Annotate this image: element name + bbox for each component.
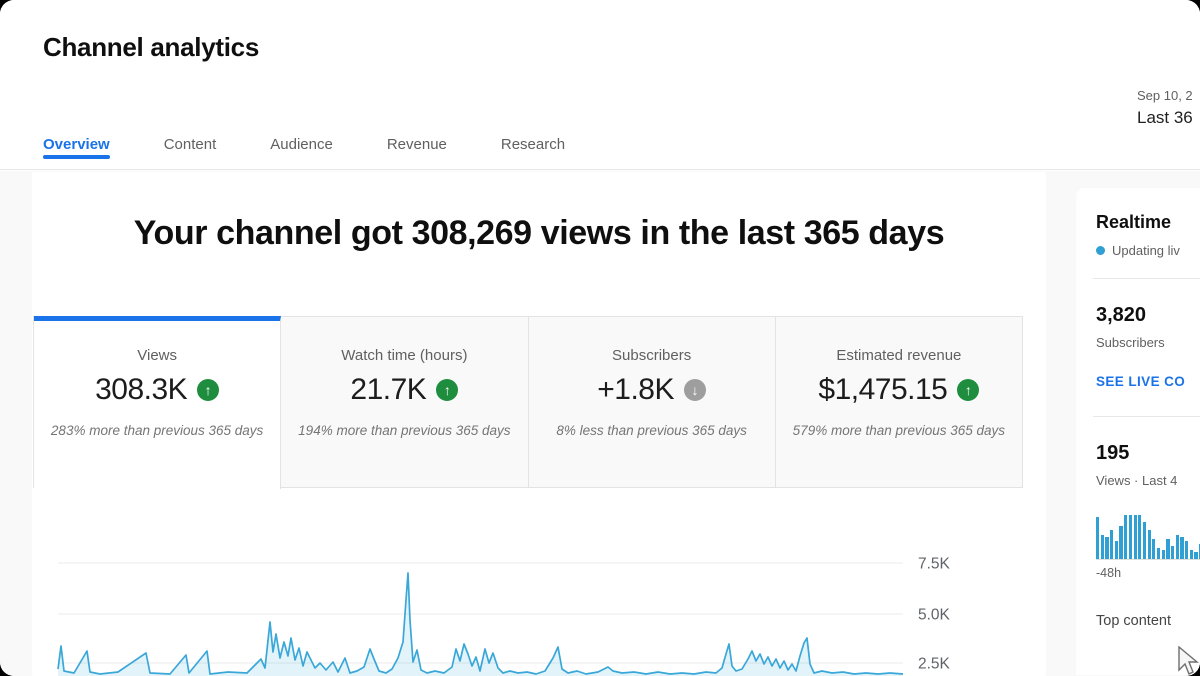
realtime-axis-label: -48h	[1096, 566, 1122, 580]
metric-card-revenue[interactable]: Estimated revenue $1,475.15 ↑ 579% more …	[775, 316, 1023, 487]
realtime-views-label: Views · Last 4	[1096, 473, 1178, 488]
live-dot-icon	[1096, 246, 1105, 255]
tab-revenue[interactable]: Revenue	[386, 136, 447, 153]
realtime-bar	[1156, 548, 1161, 559]
realtime-bar	[1133, 515, 1137, 559]
see-live-count-link[interactable]: SEE LIVE CO	[1096, 374, 1186, 389]
divider	[1093, 278, 1200, 279]
overview-card: Your channel got 308,269 views in the la…	[32, 172, 1046, 676]
tab-audience[interactable]: Audience	[270, 136, 333, 153]
svg-text:5.0K: 5.0K	[918, 607, 951, 624]
views-line-chart-svg: 7.5K 5.0K 2.5K	[57, 556, 951, 676]
date-range-picker[interactable]: Sep 10, 2 Last 36	[1137, 88, 1193, 128]
trend-up-icon: ↑	[197, 379, 220, 401]
realtime-bar	[1096, 517, 1100, 559]
summary-headline: Your channel got 308,269 views in the la…	[133, 214, 945, 252]
realtime-bar	[1171, 546, 1175, 559]
tab-content[interactable]: Content	[163, 136, 217, 153]
realtime-live-status: Updating liv	[1096, 243, 1200, 258]
metric-delta: 8% less than previous 365 days	[556, 423, 747, 438]
realtime-bar	[1105, 537, 1109, 559]
trend-down-icon: ↓	[683, 379, 706, 401]
metric-label: Subscribers	[612, 347, 692, 364]
realtime-subscribers-count: 3,820	[1096, 304, 1147, 326]
tab-overview[interactable]: Overview	[43, 136, 110, 169]
realtime-bar	[1114, 541, 1118, 559]
realtime-bar	[1152, 539, 1156, 559]
metric-delta: 579% more than previous 365 days	[792, 423, 1006, 438]
realtime-panel: Realtime Updating liv 3,820 Subscribers …	[1076, 188, 1200, 675]
svg-text:7.5K: 7.5K	[918, 556, 951, 573]
page-title: Channel analytics	[43, 32, 259, 62]
mouse-cursor-icon	[1178, 646, 1199, 675]
metric-card-views[interactable]: Views 308.3K ↑ 283% more than previous 3…	[34, 316, 282, 489]
svg-text:2.5K: 2.5K	[918, 656, 951, 673]
metric-delta: 283% more than previous 365 days	[50, 423, 264, 438]
date-range-dates: Sep 10, 2	[1137, 88, 1193, 103]
trend-up-icon: ↑	[436, 379, 459, 401]
realtime-bar	[1147, 530, 1151, 559]
realtime-views-count: 195	[1096, 442, 1130, 464]
metric-delta: 194% more than previous 365 days	[298, 423, 511, 438]
top-content-label: Top content	[1096, 613, 1171, 629]
divider	[1093, 416, 1200, 417]
realtime-subscribers-label: Subscribers	[1096, 335, 1165, 350]
metric-value: +1.8K	[597, 373, 674, 406]
realtime-bar	[1138, 515, 1142, 559]
realtime-bar	[1189, 550, 1193, 559]
realtime-bar	[1142, 522, 1147, 559]
realtime-bar	[1100, 535, 1104, 559]
metric-label: Watch time (hours)	[341, 347, 468, 364]
trend-up-icon: ↑	[957, 379, 980, 401]
realtime-bar	[1166, 539, 1170, 559]
realtime-bar	[1128, 515, 1132, 559]
content-background: Your channel got 308,269 views in the la…	[0, 171, 1200, 676]
realtime-title: Realtime	[1096, 212, 1172, 232]
metric-card-subscribers[interactable]: Subscribers +1.8K ↓ 8% less than previou…	[528, 316, 776, 487]
analytics-tabs: Overview Content Audience Revenue Resear…	[43, 136, 565, 169]
live-status-text: Updating liv	[1112, 243, 1180, 258]
views-line-chart: 7.5K 5.0K 2.5K	[32, 488, 1046, 676]
realtime-bar	[1110, 530, 1114, 559]
metric-value: $1,475.15	[818, 373, 948, 406]
realtime-bar	[1119, 526, 1123, 559]
metric-value: 21.7K	[350, 373, 427, 406]
realtime-bar	[1161, 550, 1165, 559]
metric-value: 308.3K	[95, 373, 188, 406]
analytics-header: Channel analytics Overview Content Audie…	[0, 0, 1200, 170]
realtime-bar	[1175, 535, 1179, 559]
metric-cards-row: Views 308.3K ↑ 283% more than previous 3…	[33, 316, 1023, 489]
realtime-bar-chart	[1096, 514, 1200, 560]
metric-label: Views	[137, 347, 177, 364]
realtime-bar	[1124, 515, 1128, 559]
realtime-bar	[1180, 537, 1184, 559]
realtime-bar	[1194, 552, 1198, 559]
date-range-label: Last 36	[1137, 108, 1193, 127]
metric-label: Estimated revenue	[836, 347, 962, 364]
realtime-bar	[1185, 541, 1189, 559]
tab-research[interactable]: Research	[500, 136, 566, 153]
metric-card-watch-time[interactable]: Watch time (hours) 21.7K ↑ 194% more tha…	[281, 316, 529, 487]
